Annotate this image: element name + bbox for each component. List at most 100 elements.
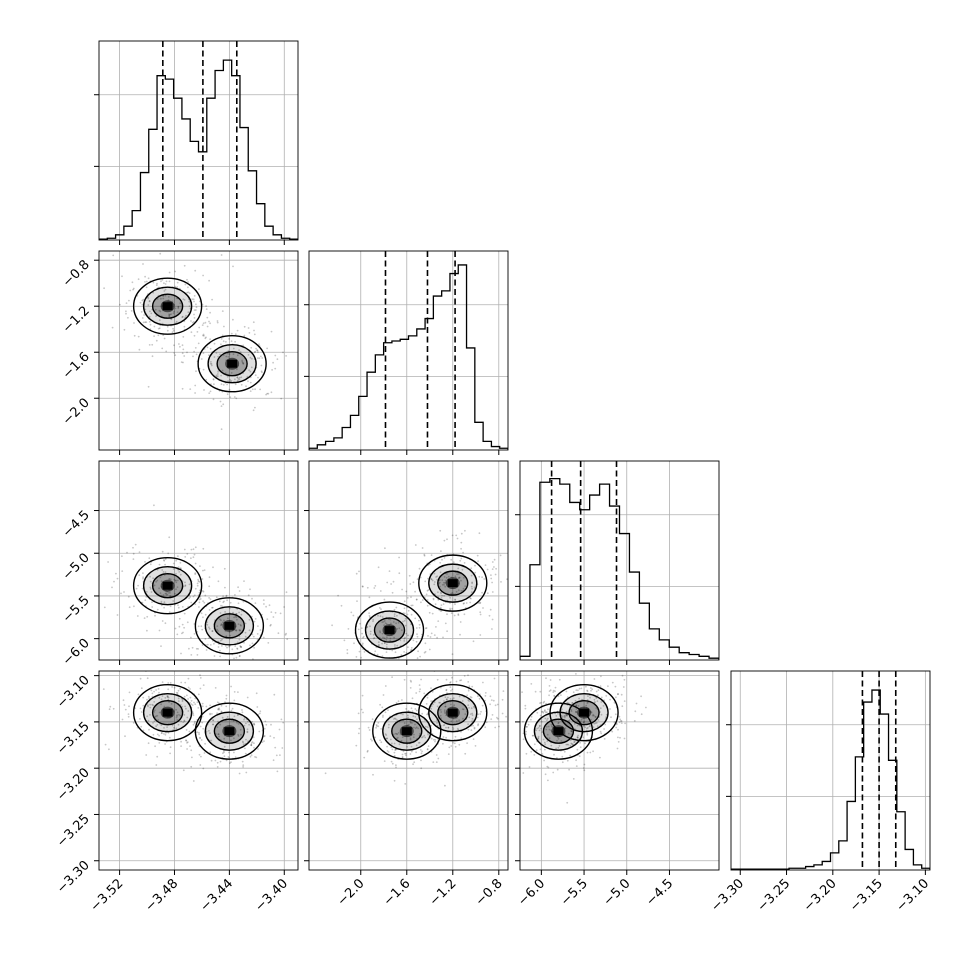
sample-point xyxy=(575,704,578,707)
sample-point xyxy=(575,673,577,675)
sample-point xyxy=(234,378,236,381)
sample-point xyxy=(263,735,266,737)
histogram-step xyxy=(520,477,719,660)
sample-point xyxy=(566,696,569,698)
sample-point xyxy=(393,663,395,665)
sample-point xyxy=(396,733,399,736)
sample-point xyxy=(238,349,241,351)
sample-point xyxy=(137,335,140,338)
sample-point xyxy=(173,310,175,313)
x-tick-label: −3.10 xyxy=(893,876,932,915)
sample-point xyxy=(433,572,436,575)
sample-point xyxy=(281,747,284,749)
sample-point xyxy=(472,705,475,708)
sample-point xyxy=(401,753,404,756)
sample-point xyxy=(438,582,440,585)
sample-point xyxy=(414,617,417,620)
sample-point xyxy=(566,715,568,717)
sample-point xyxy=(149,575,152,578)
sample-point xyxy=(401,588,403,591)
sample-point xyxy=(391,742,393,745)
sample-point xyxy=(378,607,381,609)
sample-point xyxy=(149,563,152,566)
sample-point xyxy=(175,581,178,584)
sample-point xyxy=(227,617,229,620)
sample-point xyxy=(156,579,159,582)
sample-point xyxy=(198,753,201,756)
sample-point xyxy=(149,588,152,590)
sample-point xyxy=(597,694,599,697)
sample-point xyxy=(226,716,229,718)
sample-point xyxy=(250,366,253,369)
sample-point xyxy=(158,734,161,737)
sample-point xyxy=(395,606,398,609)
sample-point xyxy=(238,629,241,632)
sample-point xyxy=(168,314,171,317)
sample-point xyxy=(158,327,161,330)
sample-point xyxy=(426,589,429,592)
sample-point xyxy=(413,663,415,665)
sample-point xyxy=(590,718,592,721)
sample-point xyxy=(184,705,187,708)
sample-point xyxy=(161,279,164,281)
sample-point xyxy=(270,391,273,394)
sample-point xyxy=(181,387,184,390)
sample-point xyxy=(190,331,193,334)
sample-point xyxy=(219,723,222,726)
sample-point xyxy=(404,752,406,755)
sample-point xyxy=(382,714,384,717)
sample-point xyxy=(209,338,212,341)
sample-point xyxy=(528,766,531,768)
sample-point xyxy=(164,743,167,745)
sample-point xyxy=(442,636,444,639)
density-contour xyxy=(549,683,619,742)
sample-point xyxy=(491,581,493,584)
x-tick-label: −3.40 xyxy=(252,876,291,915)
sample-point xyxy=(395,718,397,720)
sample-point xyxy=(546,711,548,713)
sample-point xyxy=(379,590,382,592)
sample-point xyxy=(442,581,445,584)
sample-point xyxy=(187,286,189,289)
sample-point xyxy=(109,705,112,708)
sample-point xyxy=(479,602,481,604)
sample-point xyxy=(417,650,419,653)
sample-point xyxy=(430,700,432,703)
sample-point xyxy=(155,580,158,583)
sample-point xyxy=(397,657,400,660)
sample-point xyxy=(597,719,600,721)
sample-point xyxy=(202,684,205,686)
sample-point xyxy=(169,682,172,684)
sample-point xyxy=(234,615,237,618)
sample-point xyxy=(473,726,476,729)
sample-point xyxy=(242,743,245,746)
sample-point xyxy=(209,644,212,646)
sample-point xyxy=(595,707,598,709)
density-contour xyxy=(197,335,267,393)
sample-point xyxy=(230,332,233,335)
sample-point xyxy=(383,620,386,622)
y-tick-label: −4.5 xyxy=(60,508,93,541)
sample-point xyxy=(396,614,398,617)
sample-point xyxy=(251,720,254,723)
sample-point xyxy=(477,723,480,726)
sample-point xyxy=(247,740,250,742)
sample-point xyxy=(428,648,431,651)
sample-point xyxy=(165,731,167,734)
sample-point xyxy=(423,651,426,654)
sample-point xyxy=(478,697,481,700)
sample-point xyxy=(371,739,373,742)
sample-point xyxy=(284,633,287,636)
sample-point xyxy=(199,565,201,567)
sample-point xyxy=(530,715,533,718)
sample-point xyxy=(237,623,240,625)
sample-point xyxy=(254,406,256,409)
sample-point xyxy=(614,685,617,688)
sample-point xyxy=(201,705,204,708)
sample-point xyxy=(217,580,220,583)
sample-point xyxy=(489,695,492,698)
sample-point xyxy=(445,698,448,700)
sample-point xyxy=(169,578,172,581)
sample-point xyxy=(395,764,397,767)
sample-point xyxy=(241,359,244,362)
